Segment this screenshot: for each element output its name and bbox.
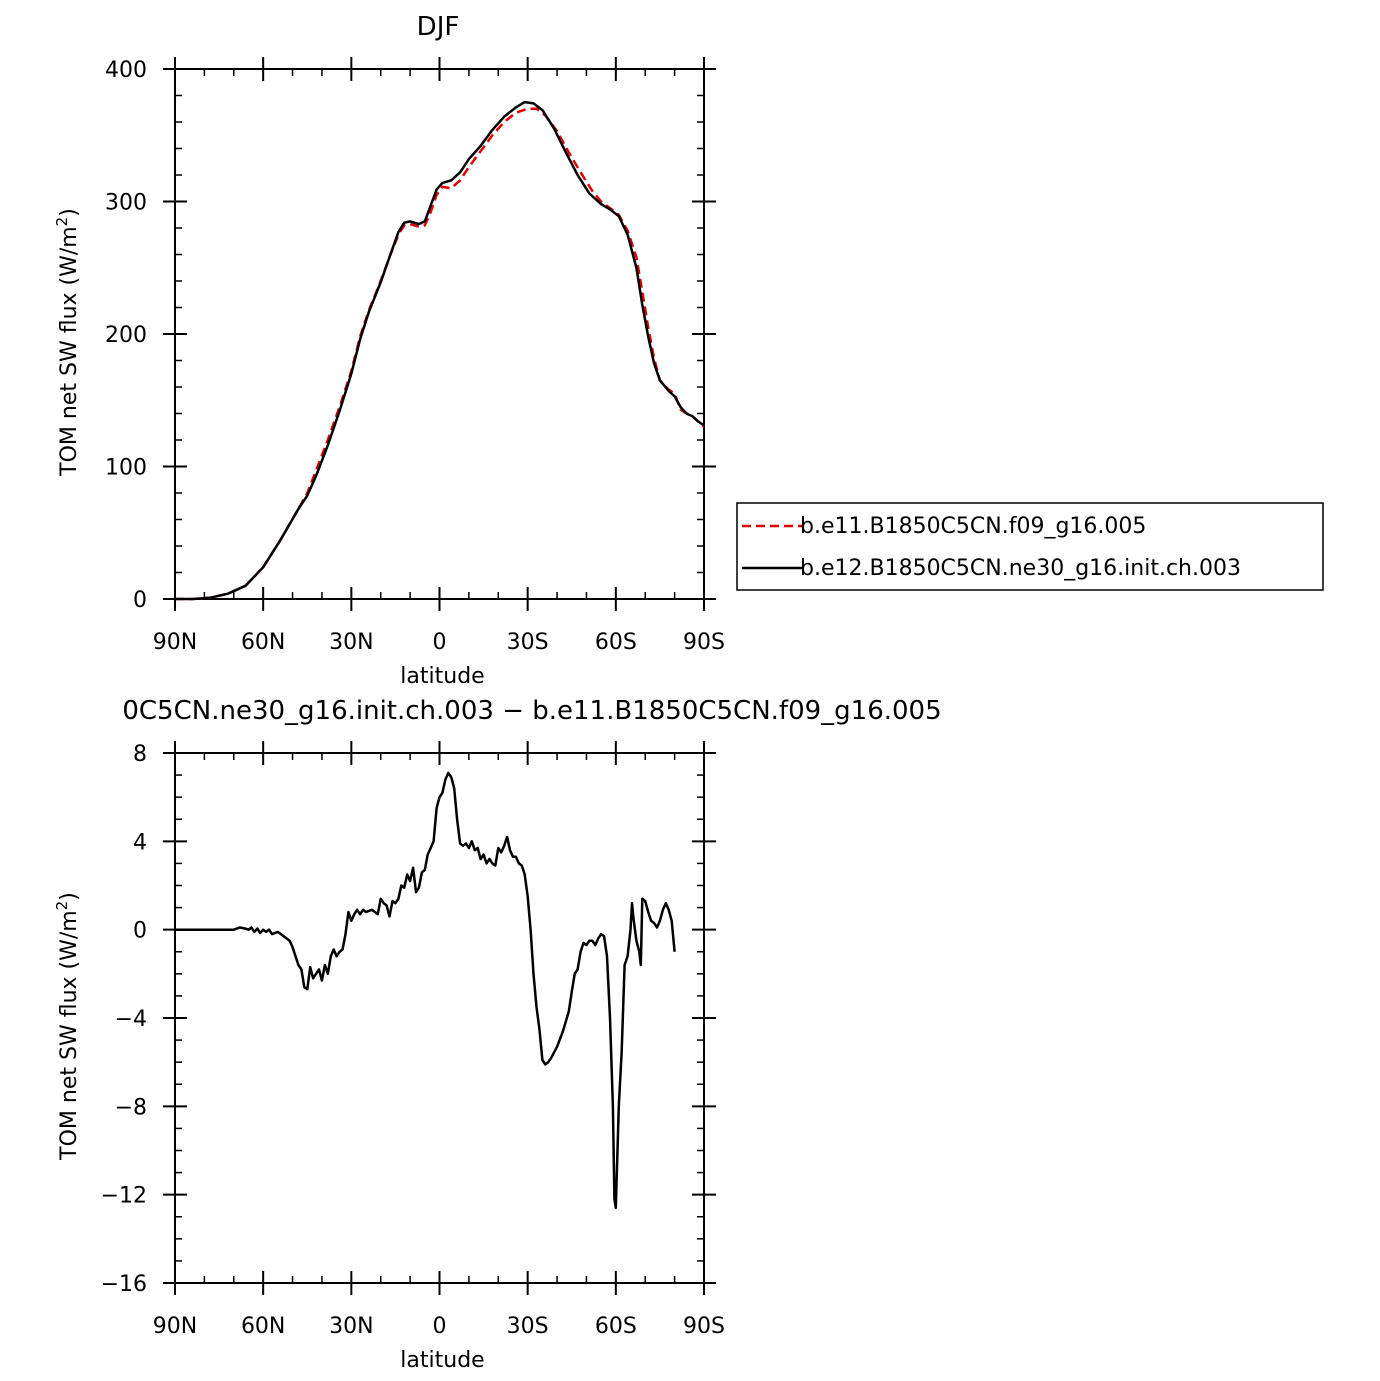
y-axis-title: TOM net SW flux (W/m2) bbox=[53, 208, 82, 477]
plot-title: DJF bbox=[417, 12, 460, 42]
x-tick-label: 30N bbox=[329, 630, 373, 655]
y-tick-label: 400 bbox=[105, 58, 147, 83]
y-tick-label: 8 bbox=[133, 742, 147, 767]
x-tick-label: 60S bbox=[595, 630, 637, 655]
y-tick-label: 100 bbox=[105, 456, 147, 481]
y-tick-label: 300 bbox=[105, 191, 147, 216]
top-plot: 0 100 200 300 400 90N 60N 30N 0 30S 60S 90S latitude… bbox=[53, 12, 725, 689]
legend-label: b.e12.B1850C5CN.ne30_g16.init.ch.003 bbox=[800, 556, 1241, 581]
y-tick-label: −16 bbox=[101, 1272, 147, 1297]
legend: b.e11.B1850C5CN.f09_g16.005 b.e12.B1850C5… bbox=[736, 502, 1324, 591]
x-axis-title: latitude bbox=[400, 664, 484, 689]
y-axis-title: TOM net SW flux (W/m2) bbox=[53, 892, 82, 1161]
y-tick-label: 200 bbox=[105, 323, 147, 348]
x-tick-label: 0 bbox=[433, 1314, 447, 1339]
x-tick-label: 90N bbox=[153, 1314, 197, 1339]
x-tick-label: 90N bbox=[153, 630, 197, 655]
x-tick-label: 30N bbox=[329, 1314, 373, 1339]
x-tick-label: 30S bbox=[507, 1314, 549, 1339]
y-tick-label: −4 bbox=[115, 1007, 147, 1032]
y-tick-label: −12 bbox=[101, 1184, 147, 1209]
plot-title: 0C5CN.ne30_g16.init.ch.003 − b.e11.B1850… bbox=[122, 696, 941, 726]
x-tick-label: 60N bbox=[241, 1314, 285, 1339]
y-tick-label: 4 bbox=[133, 830, 147, 855]
x-axis-title: latitude bbox=[400, 1348, 484, 1373]
x-tick-label: 60S bbox=[595, 1314, 637, 1339]
x-tick-label: 90S bbox=[683, 1314, 725, 1339]
bottom-plot: −16 −12 −8 −4 0 4 8 90N 60N 30N 0 30S 60S 90S latitude… bbox=[53, 696, 942, 1373]
legend-label: b.e11.B1850C5CN.f09_g16.005 bbox=[800, 514, 1146, 539]
x-tick-label: 90S bbox=[683, 630, 725, 655]
series-line-1 bbox=[175, 771, 676, 1210]
x-tick-label: 0 bbox=[433, 630, 447, 655]
series-line-2 bbox=[175, 100, 705, 601]
x-tick-label: 60N bbox=[241, 630, 285, 655]
series-line-1 bbox=[175, 107, 705, 601]
legend-box bbox=[736, 502, 1324, 591]
y-tick-label: 0 bbox=[133, 588, 147, 613]
plot-frame bbox=[174, 752, 705, 1284]
plot-frame bbox=[174, 68, 705, 600]
x-tick-label: 30S bbox=[507, 630, 549, 655]
y-tick-label: 0 bbox=[133, 919, 147, 944]
y-tick-label: −8 bbox=[115, 1095, 147, 1120]
